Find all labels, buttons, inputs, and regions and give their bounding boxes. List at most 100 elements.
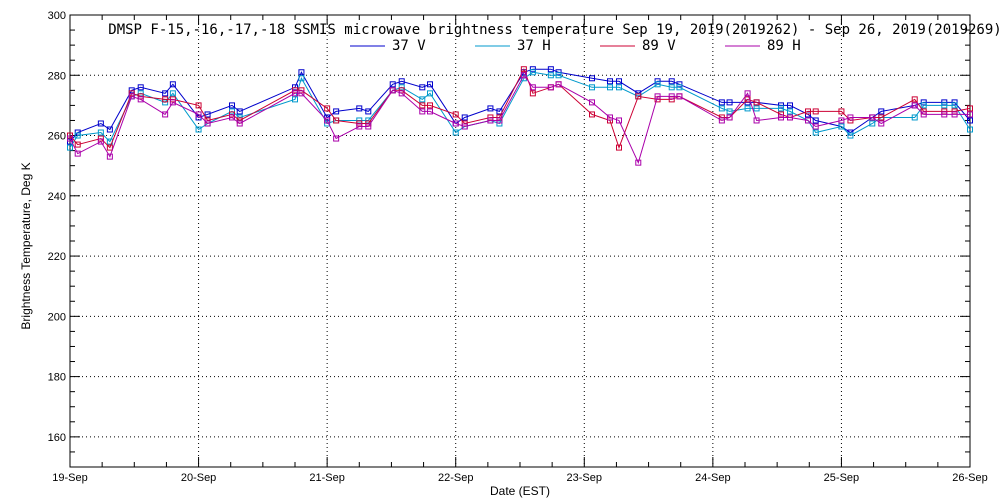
- data-point: [589, 111, 595, 118]
- data-point: [812, 117, 819, 124]
- data-point: [229, 114, 235, 121]
- legend: 37 V 37 H 89 V 89 H: [350, 38, 801, 54]
- chart-title: DMSP F-15,-16,-17,-18 SSMIS microwave br…: [108, 22, 1000, 38]
- data-point: [298, 90, 305, 97]
- x-tick-label: 22-Sep: [438, 472, 473, 484]
- data-point: [668, 93, 675, 100]
- legend-item: 37 V: [350, 38, 426, 54]
- data-point: [547, 66, 554, 73]
- data-point: [920, 102, 927, 109]
- data-point: [419, 84, 426, 91]
- data-point: [520, 66, 527, 73]
- y-tick-label: 240: [48, 191, 66, 203]
- data-point: [137, 90, 144, 97]
- data-point: [654, 93, 661, 100]
- data-point: [427, 108, 433, 115]
- data-point: [676, 93, 683, 100]
- data-point: [236, 120, 243, 127]
- data-point: [951, 99, 958, 106]
- data-point: [847, 114, 854, 121]
- data-point: [97, 120, 104, 127]
- series-line: [69, 71, 971, 148]
- series-layer: [67, 66, 973, 166]
- data-point: [137, 96, 144, 103]
- data-point: [169, 90, 176, 97]
- x-tick-label: 23-Sep: [567, 472, 602, 484]
- x-tick-label: 25-Sep: [824, 472, 859, 484]
- data-point: [941, 102, 948, 109]
- data-point: [668, 84, 675, 91]
- data-point: [726, 108, 733, 115]
- legend-item: 89 V: [600, 38, 676, 54]
- data-point: [812, 129, 819, 136]
- data-point: [967, 126, 973, 133]
- legend-label: 89 V: [642, 38, 676, 54]
- data-point: [128, 93, 135, 100]
- data-point: [838, 108, 845, 115]
- data-point: [607, 114, 613, 121]
- data-point: [195, 111, 202, 118]
- data-point: [838, 123, 845, 130]
- data-point: [229, 102, 235, 109]
- data-point: [461, 123, 468, 130]
- data-point: [753, 99, 760, 106]
- y-tick-label: 200: [48, 311, 66, 323]
- data-point: [607, 84, 613, 91]
- data-point: [967, 111, 973, 118]
- data-point: [589, 75, 595, 82]
- legend-item: 37 H: [475, 38, 551, 54]
- data-point: [718, 117, 725, 124]
- data-point: [878, 120, 885, 127]
- x-axis-label: Date (EST): [490, 484, 550, 498]
- series-37-v: [67, 66, 973, 145]
- y-tick-label: 280: [48, 70, 66, 82]
- data-point: [162, 111, 169, 118]
- data-point: [195, 102, 202, 109]
- data-point: [356, 105, 363, 112]
- data-point: [744, 105, 751, 112]
- data-point: [137, 84, 144, 91]
- data-point: [812, 123, 819, 130]
- legend-item: 89 H: [725, 38, 801, 54]
- data-point: [389, 87, 396, 94]
- grid-layer: [70, 15, 970, 467]
- y-tick-label: 180: [48, 372, 66, 384]
- legend-label: 89 H: [767, 38, 801, 54]
- data-point: [97, 135, 104, 142]
- data-point: [654, 81, 661, 88]
- data-point: [452, 129, 459, 136]
- data-point: [74, 141, 81, 148]
- x-tick-label: 24-Sep: [695, 472, 730, 484]
- data-point: [718, 99, 725, 106]
- y-tick-label: 260: [48, 131, 66, 143]
- data-point: [419, 96, 426, 103]
- data-point: [298, 69, 305, 76]
- y-tick-label: 300: [48, 10, 66, 22]
- data-point: [106, 153, 113, 160]
- data-point: [229, 111, 235, 118]
- data-point: [389, 81, 396, 88]
- data-point: [555, 81, 562, 88]
- data-point: [452, 120, 459, 127]
- data-point: [635, 93, 642, 100]
- data-point: [878, 114, 885, 121]
- data-point: [547, 84, 554, 91]
- data-point: [920, 111, 927, 118]
- y-axis-label: Brightness Temperature, Deg K: [19, 162, 33, 329]
- data-point: [951, 102, 958, 109]
- legend-label: 37 V: [392, 38, 426, 54]
- data-point: [67, 135, 73, 142]
- x-tick-label: 19-Sep: [52, 472, 87, 484]
- tick-layer: 160 180 200 220 240 260 280 300 19-Sep 20-Sep 21-S…: [48, 10, 988, 484]
- data-point: [487, 105, 494, 112]
- data-point: [298, 75, 305, 82]
- data-point: [941, 99, 948, 106]
- data-point: [461, 114, 468, 121]
- data-point: [616, 78, 622, 85]
- data-point: [204, 111, 211, 118]
- data-point: [676, 84, 683, 91]
- data-point: [487, 114, 494, 121]
- data-point: [616, 84, 622, 91]
- data-point: [805, 117, 811, 124]
- x-tick-label: 21-Sep: [309, 472, 344, 484]
